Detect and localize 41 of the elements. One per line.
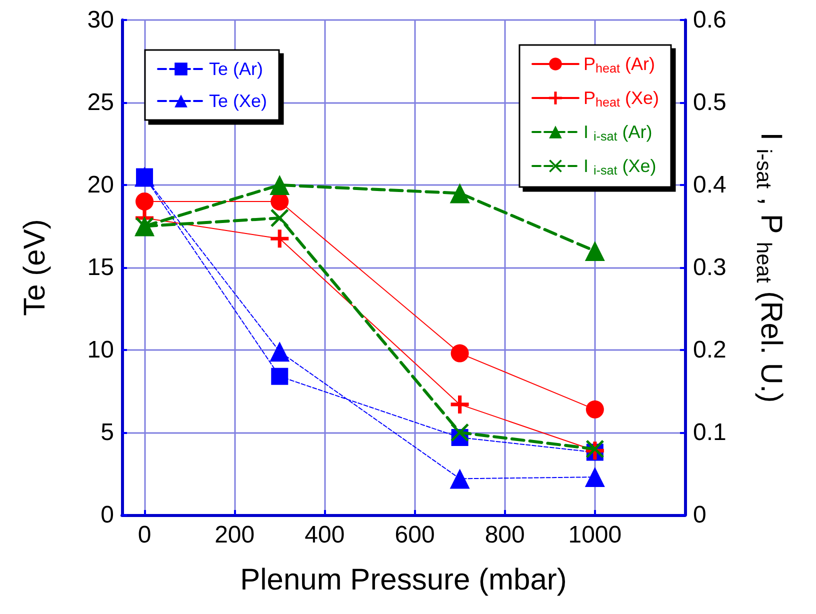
x-tick-label: 600 — [394, 522, 435, 548]
y-tick-label: 25 — [87, 89, 114, 116]
point — [270, 342, 290, 362]
y2-tick-label: 0.3 — [693, 254, 726, 281]
x-tick-label: 800 — [484, 522, 525, 548]
point — [450, 468, 470, 489]
y-tick-label: 30 — [87, 6, 114, 34]
y2-tick-label: 0.2 — [693, 336, 726, 364]
point — [270, 230, 289, 248]
legend-label: Te (Xe) — [209, 91, 268, 111]
y-tick-label: 15 — [87, 254, 114, 281]
y-tick-label: 10 — [87, 336, 114, 364]
y2-tick-label: 0.6 — [693, 6, 726, 34]
x-tick-label: 0 — [138, 522, 152, 548]
point — [450, 183, 470, 204]
point — [136, 192, 154, 210]
legend-label: I i-sat (Ar) — [583, 122, 652, 144]
point — [450, 424, 469, 442]
point — [450, 344, 469, 362]
point — [271, 368, 288, 385]
x-tick-label: 400 — [304, 522, 345, 548]
y-tick-label: 0 — [100, 502, 114, 528]
x-tick-label: 1000 — [568, 522, 622, 548]
y-tick-label: 20 — [87, 172, 114, 198]
y2-tick-label: 0.4 — [693, 172, 726, 198]
point — [586, 400, 604, 418]
point — [270, 175, 290, 195]
point — [270, 209, 289, 227]
point — [450, 395, 469, 414]
point — [584, 241, 605, 261]
x-tick-label: 200 — [214, 522, 255, 548]
legend-label: I i-sat (Xe) — [583, 156, 656, 178]
y2-tick-label: 0 — [693, 502, 706, 528]
legend-label: Te (Ar) — [209, 59, 263, 79]
x-axis-title: Plenum Pressure (mbar) — [240, 564, 567, 596]
point — [584, 467, 605, 488]
y-tick-label: 5 — [100, 419, 114, 446]
y2-tick-label: 0.5 — [693, 89, 726, 116]
y2-tick-label: 0.1 — [693, 419, 726, 446]
y-axis-title: Te (eV) — [18, 219, 52, 316]
y2-axis-title: I i-sat , P heat (Rel. U.) — [752, 132, 788, 403]
